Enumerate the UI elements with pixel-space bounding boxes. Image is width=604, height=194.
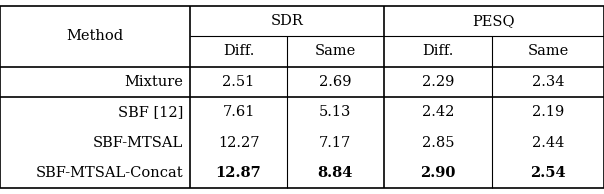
Text: 2.44: 2.44 — [532, 136, 564, 150]
Text: Mixture: Mixture — [124, 75, 183, 89]
Text: 5.13: 5.13 — [319, 105, 352, 119]
Text: SBF-MTSAL: SBF-MTSAL — [93, 136, 183, 150]
Text: 8.84: 8.84 — [318, 166, 353, 180]
Text: SBF [12]: SBF [12] — [118, 105, 183, 119]
Text: Same: Same — [527, 44, 569, 58]
Text: 2.54: 2.54 — [530, 166, 566, 180]
Text: SDR: SDR — [271, 14, 303, 28]
Text: 2.29: 2.29 — [422, 75, 454, 89]
Text: Diff.: Diff. — [223, 44, 254, 58]
Text: 7.17: 7.17 — [319, 136, 352, 150]
Text: SBF-MTSAL-Concat: SBF-MTSAL-Concat — [36, 166, 183, 180]
Text: 7.61: 7.61 — [222, 105, 255, 119]
Text: 12.87: 12.87 — [216, 166, 262, 180]
Text: Method: Method — [66, 29, 124, 43]
Text: PESQ: PESQ — [472, 14, 515, 28]
Text: 12.27: 12.27 — [218, 136, 259, 150]
Text: Diff.: Diff. — [422, 44, 454, 58]
Text: Same: Same — [315, 44, 356, 58]
Text: 2.90: 2.90 — [420, 166, 455, 180]
Text: 2.69: 2.69 — [319, 75, 352, 89]
Text: 2.85: 2.85 — [422, 136, 454, 150]
Text: 2.19: 2.19 — [532, 105, 564, 119]
Text: 2.34: 2.34 — [532, 75, 564, 89]
Text: 2.42: 2.42 — [422, 105, 454, 119]
Text: 2.51: 2.51 — [222, 75, 255, 89]
